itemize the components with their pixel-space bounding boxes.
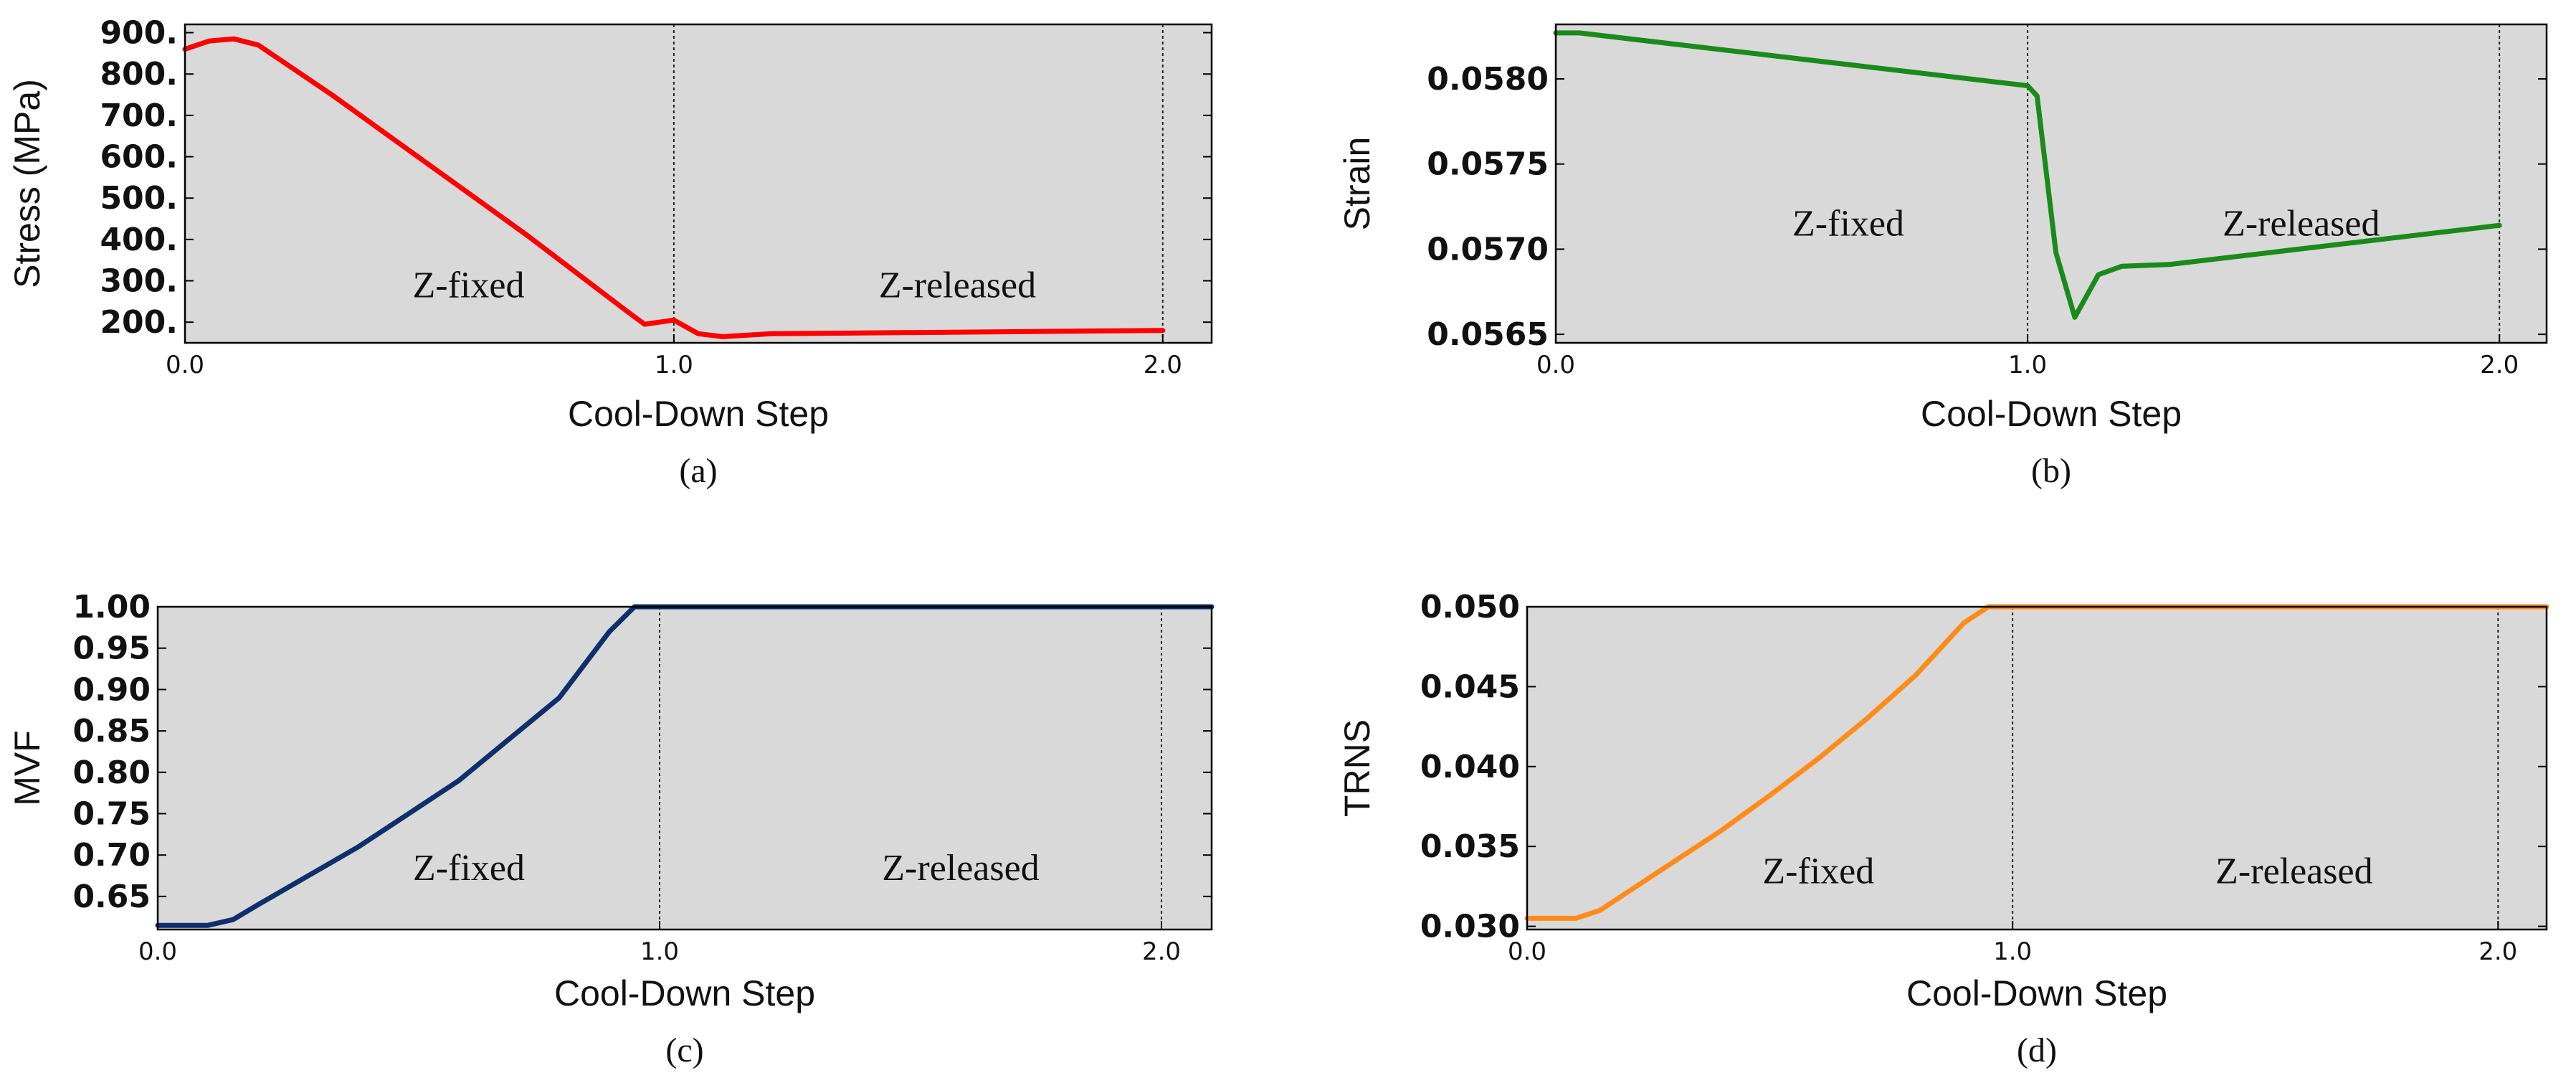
plot-frame bbox=[1554, 23, 2548, 344]
y-tick-label: 0.035 bbox=[1420, 828, 1520, 865]
panel-a: 0.0 1.0 2.0 200. 300. 400. 500. 600. 700. 800. 900… bbox=[7, 15, 1213, 490]
x-tick-label: 2.0 bbox=[2478, 937, 2517, 966]
y-tick-label: 500. bbox=[100, 180, 178, 217]
y-tick-label: 400. bbox=[100, 222, 178, 258]
series-line-0 bbox=[155, 604, 1215, 928]
x-tick-label: 1.0 bbox=[655, 351, 693, 379]
plot-frame bbox=[184, 23, 1213, 344]
plot-area bbox=[1556, 24, 2547, 343]
panel-caption: (c) bbox=[665, 1031, 703, 1069]
y-axis-label: TRNS bbox=[1337, 719, 1377, 817]
annotation-z-released: Z-released bbox=[879, 265, 1036, 306]
x-tick-label: 0.0 bbox=[138, 937, 177, 966]
annotation-z-released: Z-released bbox=[882, 848, 1039, 889]
y-tick-label: 900. bbox=[100, 15, 178, 52]
y-tick-label: 0.70 bbox=[72, 837, 151, 874]
y-tick-label: 0.0570 bbox=[1427, 231, 1549, 268]
y-tick-label: 0.95 bbox=[72, 630, 151, 667]
y-tick-label: 0.75 bbox=[72, 795, 151, 832]
y-tick-label: 0.0580 bbox=[1427, 61, 1549, 98]
y-axis-label: Stress (MPa) bbox=[7, 79, 47, 288]
y-tick-label: 0.65 bbox=[72, 879, 151, 915]
y-tick-label: 600. bbox=[100, 139, 178, 176]
x-axis-label: Cool-Down Step bbox=[568, 394, 829, 434]
plot-frame bbox=[156, 605, 1213, 931]
x-axis-label: Cool-Down Step bbox=[554, 973, 815, 1013]
y-tick-label: 0.0575 bbox=[1427, 146, 1549, 183]
series-line-0 bbox=[1524, 604, 2549, 921]
plot-area bbox=[185, 24, 1212, 343]
y-tick-label: 0.045 bbox=[1420, 668, 1520, 705]
y-tick-label: 300. bbox=[100, 263, 178, 300]
panel-caption: (b) bbox=[2031, 452, 2071, 490]
annotation-z-fixed: Z-fixed bbox=[1762, 851, 1874, 892]
panel-c: 0.0 1.0 2.0 0.65 0.70 0.75 0.80 0.85 0.90 0.95 1.0… bbox=[7, 589, 1215, 1069]
annotation-z-released: Z-released bbox=[2223, 203, 2380, 244]
panel-b: 0.0 1.0 2.0 0.0565 0.0570 0.0575 0.0580 Z-fixed… bbox=[1337, 23, 2548, 490]
series-line-0 bbox=[182, 36, 1166, 339]
x-tick-label: 2.0 bbox=[1144, 351, 1182, 379]
y-tick-label: 0.85 bbox=[72, 713, 151, 749]
y-tick-label: 700. bbox=[100, 98, 178, 134]
series-line-0 bbox=[1553, 30, 2502, 320]
annotation-z-fixed: Z-fixed bbox=[1792, 203, 1904, 244]
panels: 0.0 1.0 2.0 200. 300. 400. 500. 600. 700. 800. 900… bbox=[7, 15, 2549, 1069]
y-tick-label: 0.0565 bbox=[1427, 316, 1549, 353]
plot-frame bbox=[1526, 605, 2548, 931]
panel-caption: (d) bbox=[2017, 1031, 2057, 1069]
panel-d: 0.0 1.0 2.0 0.030 0.035 0.040 0.045 0.050 Z-fixe… bbox=[1337, 589, 2549, 1069]
x-tick-label: 1.0 bbox=[1993, 937, 2032, 966]
x-axis-label: Cool-Down Step bbox=[1906, 973, 2167, 1013]
x-tick-label: 0.0 bbox=[166, 351, 204, 379]
y-axis-label: Strain bbox=[1337, 137, 1377, 231]
y-tick-label: 0.80 bbox=[72, 755, 151, 791]
y-tick-label: 1.00 bbox=[72, 589, 151, 625]
x-tick-label: 1.0 bbox=[640, 937, 679, 966]
y-tick-label: 0.030 bbox=[1420, 909, 1520, 945]
panel-caption: (a) bbox=[679, 452, 717, 490]
y-tick-label: 0.040 bbox=[1420, 749, 1520, 785]
y-tick-label: 200. bbox=[100, 304, 178, 341]
x-tick-label: 0.0 bbox=[1508, 937, 1546, 966]
plot-area bbox=[158, 607, 1212, 930]
x-axis-label: Cool-Down Step bbox=[1921, 394, 2182, 434]
y-tick-label: 800. bbox=[100, 56, 178, 93]
y-tick-label: 0.050 bbox=[1420, 589, 1520, 625]
annotation-z-fixed: Z-fixed bbox=[413, 848, 525, 889]
annotation-z-released: Z-released bbox=[2215, 851, 2372, 892]
y-axis-label: MVF bbox=[7, 730, 47, 806]
y-tick-label: 0.90 bbox=[72, 671, 151, 708]
annotation-z-fixed: Z-fixed bbox=[413, 265, 525, 306]
x-tick-label: 1.0 bbox=[2008, 351, 2047, 379]
x-tick-label: 2.0 bbox=[2480, 351, 2519, 379]
x-tick-label: 2.0 bbox=[1142, 937, 1181, 966]
plot-area bbox=[1527, 607, 2547, 930]
x-tick-label: 0.0 bbox=[1536, 351, 1575, 379]
